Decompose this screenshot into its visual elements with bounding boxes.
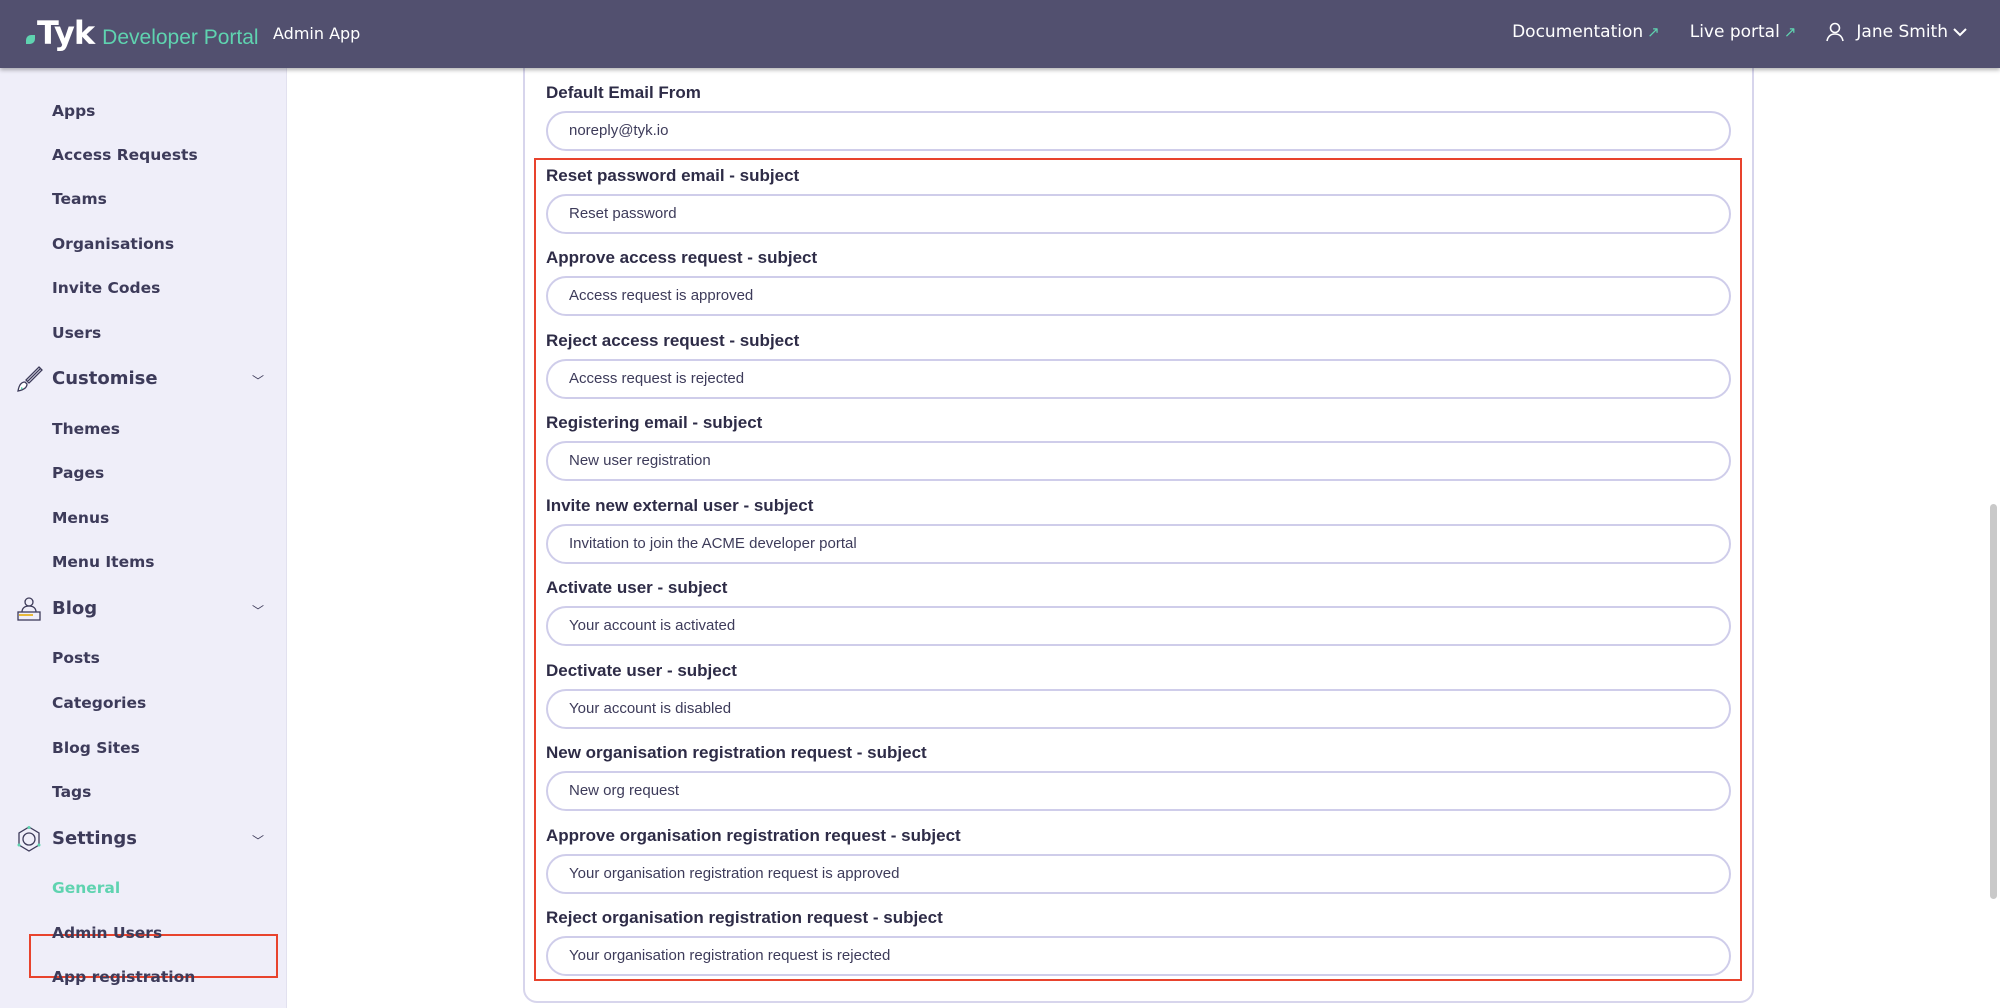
live-portal-link[interactable]: Live portal ↗: [1690, 22, 1797, 42]
app-name: Admin App: [273, 24, 361, 43]
sidebar-item-apps[interactable]: Apps: [52, 102, 96, 120]
form-field: Approve access request - subject Access r…: [546, 247, 1731, 330]
top-header: Tyk Developer Portal Admin App Documenta…: [0, 0, 2000, 68]
field-label: Approve access request - subject: [546, 248, 818, 267]
sidebar-item-posts[interactable]: Posts: [52, 649, 100, 667]
form-field: Dectivate user - subject Your account is …: [546, 660, 1731, 743]
form-field: Reject access request - subject Access re…: [546, 330, 1731, 413]
sidebar-item-categories[interactable]: Categories: [52, 694, 147, 712]
form-field: Reset password email - subject Reset pass…: [546, 165, 1731, 248]
product-name: Developer Portal: [102, 26, 259, 49]
field-label: New organisation registration request - …: [546, 743, 927, 762]
text-input[interactable]: New org request: [546, 771, 1731, 811]
text-input[interactable]: Reset password: [546, 193, 1731, 234]
sidebar-section-customise[interactable]: Customise: [52, 368, 158, 389]
external-link-icon: ↗: [1647, 23, 1660, 41]
text-input[interactable]: Access request is rejected: [546, 358, 1731, 399]
external-link-icon: ↗: [1783, 23, 1797, 41]
text-input[interactable]: Your account is disabled: [546, 688, 1731, 729]
sidebar-item-teams[interactable]: Teams: [52, 190, 107, 208]
chevron-down-icon[interactable]: ﹀: [252, 834, 265, 848]
sidebar-item-general[interactable]: General: [52, 879, 121, 897]
scrollbar[interactable]: [1988, 68, 1998, 1008]
text-input[interactable]: noreply@tyk.io: [546, 111, 1731, 151]
text-input[interactable]: Your account is activated: [546, 606, 1731, 646]
text-input[interactable]: Your organisation registration request i…: [546, 853, 1731, 894]
documentation-label: Documentation: [1512, 22, 1644, 42]
sidebar-item-access-requests[interactable]: Access Requests: [52, 146, 198, 164]
chevron-down-icon[interactable]: ﹀: [252, 604, 265, 618]
field-label: Default Email From: [546, 83, 701, 102]
gear-icon: [17, 826, 41, 852]
sidebar-section-settings[interactable]: Settings: [52, 828, 137, 849]
user-menu[interactable]: Jane Smith: [1826, 22, 1968, 42]
scrollbar-thumb[interactable]: [1990, 504, 1997, 899]
sidebar-item-menus[interactable]: Menus: [52, 509, 110, 527]
sidebar-item-organisations[interactable]: Organisations: [52, 235, 175, 253]
field-label: Invite new external user - subject: [546, 495, 814, 515]
sidebar-item-tags[interactable]: Tags: [52, 783, 92, 801]
text-input[interactable]: Your organisation registration request i…: [546, 936, 1731, 976]
highlight-box-general: [29, 934, 278, 978]
chevron-down-icon: [1953, 28, 1967, 37]
live-portal-label: Live portal: [1689, 22, 1780, 42]
form-field: New organisation registration request - …: [546, 742, 1731, 825]
email-settings-form: Default Email From noreply@tyk.io Reset pa…: [546, 82, 1731, 990]
documentation-link[interactable]: Documentation ↗: [1512, 22, 1660, 42]
leaf-icon: [26, 35, 35, 44]
sidebar-item-app-registration[interactable]: App registration: [52, 968, 196, 986]
field-label: Dectivate user - subject: [546, 660, 737, 680]
form-field: Activate user - subject Your account is a…: [546, 577, 1731, 660]
sidebar-item-invite-codes[interactable]: Invite Codes: [52, 279, 161, 297]
form-field: Reject organisation registration request…: [546, 907, 1731, 990]
sidebar-item-pages[interactable]: Pages: [52, 464, 105, 482]
field-label: Approve organisation registration reques…: [546, 825, 961, 845]
field-label: Reject organisation registration request…: [546, 908, 943, 927]
chevron-down-icon[interactable]: ﹀: [252, 374, 265, 388]
sidebar-item-users[interactable]: Users: [52, 324, 102, 342]
field-label: Registering email - subject: [546, 413, 763, 432]
field-label: Reset password email - subject: [546, 165, 800, 185]
sidebar-item-themes[interactable]: Themes: [52, 420, 121, 438]
sidebar-item-admin-users[interactable]: Admin Users: [52, 924, 163, 942]
sidebar-item-blog-sites[interactable]: Blog Sites: [52, 739, 140, 757]
sidebar-item-menu-items[interactable]: Menu Items: [52, 553, 155, 571]
text-input[interactable]: New user registration: [546, 441, 1731, 481]
form-field: Approve organisation registration reques…: [546, 825, 1731, 908]
sidebar: Apps Access Requests Teams Organisations…: [0, 68, 287, 1008]
field-label: Reject access request - subject: [546, 330, 800, 350]
form-field: Invite new external user - subject Invita…: [546, 495, 1731, 578]
form-field: Default Email From noreply@tyk.io: [546, 82, 1731, 165]
logo-text: Tyk: [37, 14, 95, 52]
highlight-box-subjects: [534, 158, 1742, 981]
writer-icon: [17, 597, 41, 621]
user-icon: [1826, 22, 1845, 42]
user-name: Jane Smith: [1856, 22, 1948, 42]
text-input[interactable]: Access request is approved: [546, 276, 1731, 316]
text-input[interactable]: Invitation to join the ACME developer po…: [546, 523, 1731, 564]
field-label: Activate user - subject: [546, 578, 728, 597]
paintbrush-icon: [17, 366, 43, 392]
tyk-logo[interactable]: Tyk Developer Portal: [26, 14, 259, 52]
form-field: Registering email - subject New user regi…: [546, 412, 1731, 495]
sidebar-section-blog[interactable]: Blog: [52, 598, 98, 619]
